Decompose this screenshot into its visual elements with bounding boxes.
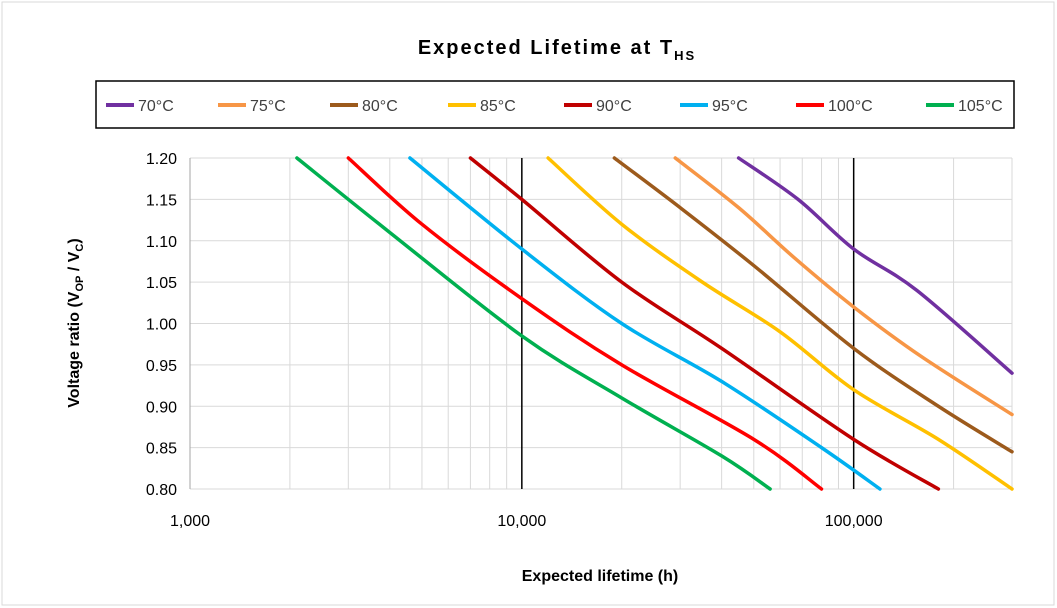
x-tick-label: 10,000 xyxy=(497,513,546,530)
legend-label: 80°C xyxy=(362,98,398,115)
x-tick-label: 1,000 xyxy=(170,513,210,530)
y-tick-label: 1.20 xyxy=(146,151,177,168)
series-line-75C xyxy=(673,156,1014,417)
series-line-80C xyxy=(612,156,1014,454)
chart-title-main: Expected Lifetime at T xyxy=(418,37,674,59)
legend-label: 100°C xyxy=(828,98,873,115)
y-tick-label: 0.80 xyxy=(146,482,177,499)
chart-title-subscript: HS xyxy=(674,48,696,63)
y-axis-title: Voltage ratio (VOP / VC) xyxy=(66,238,86,407)
series-lines xyxy=(295,156,1014,491)
y-axis-ticks: 0.80 0.85 0.90 0.95 1.00 1.05 1.10 1.15 1.20 xyxy=(146,151,177,499)
plot-grid xyxy=(189,157,1013,490)
x-tick-label: 100,000 xyxy=(825,513,883,530)
series-line-95C xyxy=(408,156,882,491)
chart-title: Expected Lifetime at THS xyxy=(418,37,696,63)
y-tick-label: 1.00 xyxy=(146,317,177,334)
legend-box xyxy=(95,80,1015,129)
y-axis-title-sub2: C xyxy=(74,244,86,252)
legend: 70°C 75°C 80°C 85°C 90°C 95°C 100°C 105°C xyxy=(106,98,1003,115)
legend-label: 90°C xyxy=(596,98,632,115)
y-axis-title-mid: / V xyxy=(66,251,83,275)
legend-label: 75°C xyxy=(250,98,286,115)
x-axis-ticks: 1,000 10,000 100,000 xyxy=(170,513,883,530)
legend-label: 85°C xyxy=(480,98,516,115)
y-axis-title-main: Voltage ratio (V xyxy=(66,291,83,407)
legend-label: 70°C xyxy=(138,98,174,115)
series-line-105C xyxy=(295,156,772,491)
y-axis-title-sub1: OP xyxy=(74,276,86,292)
legend-label: 105°C xyxy=(958,98,1003,115)
y-tick-label: 0.90 xyxy=(146,399,177,416)
y-tick-label: 1.15 xyxy=(146,192,177,209)
legend-label: 95°C xyxy=(712,98,748,115)
series-line-70C xyxy=(736,156,1014,375)
y-axis-title-end: ) xyxy=(66,238,83,243)
reference-lines xyxy=(521,158,855,489)
series-line-90C xyxy=(468,156,941,491)
series-line-85C xyxy=(546,156,1014,491)
y-tick-label: 1.05 xyxy=(146,275,177,292)
y-tick-label: 1.10 xyxy=(146,234,177,251)
y-tick-label: 0.95 xyxy=(146,358,177,375)
series-line-100C xyxy=(346,156,824,491)
y-tick-label: 0.85 xyxy=(146,441,177,458)
x-axis-title: Expected lifetime (h) xyxy=(522,568,678,585)
